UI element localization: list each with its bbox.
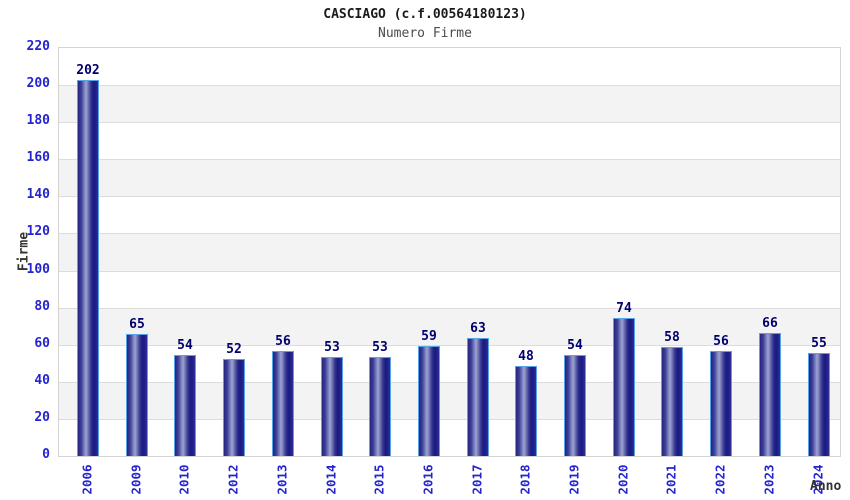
- plot-band: [59, 122, 840, 159]
- y-tick-label: 160: [26, 150, 50, 166]
- chart-subtitle: Numero Firme: [378, 26, 472, 41]
- x-tick-label-2022: 2022: [712, 464, 728, 495]
- y-tick-label: 140: [26, 187, 50, 203]
- bar-2019: [564, 355, 586, 456]
- gridline: [59, 122, 840, 123]
- bar-2023: [759, 333, 781, 456]
- bar-value-label: 58: [664, 330, 680, 345]
- x-tick-label-2013: 2013: [274, 464, 290, 495]
- x-tick-label-2017: 2017: [469, 464, 485, 495]
- chart-title: CASCIAGO (c.f.00564180123): [323, 7, 527, 22]
- y-axis-title: Firme: [16, 231, 32, 272]
- x-tick-label-2012: 2012: [225, 464, 241, 495]
- y-tick-label: 120: [26, 224, 50, 240]
- bar-2018: [515, 366, 537, 456]
- x-tick-label-2010: 2010: [176, 464, 192, 495]
- gridline: [59, 382, 840, 383]
- plot-band: [59, 307, 840, 345]
- y-tick-label: 80: [34, 298, 50, 314]
- plot-band: [59, 85, 840, 123]
- y-tick-label: 220: [26, 39, 50, 54]
- plot-band: [59, 233, 840, 271]
- y-tick-label: 40: [34, 372, 50, 388]
- x-tick-label-2020: 2020: [615, 464, 631, 495]
- plot-band: [59, 271, 840, 308]
- bar-value-label: 56: [713, 334, 729, 349]
- plot-band: [59, 196, 840, 233]
- gridline: [59, 196, 840, 197]
- bar-value-label: 66: [762, 316, 778, 331]
- x-tick-label-2018: 2018: [517, 464, 533, 495]
- gridline: [59, 345, 840, 346]
- y-tick-label: 180: [26, 113, 50, 129]
- bar-2012: [223, 359, 245, 456]
- y-tick-label: 200: [26, 76, 50, 92]
- bar-2006: [77, 80, 99, 456]
- bar-2024: [808, 353, 830, 456]
- bar-2010: [174, 355, 196, 456]
- x-tick-label-2016: 2016: [420, 464, 436, 495]
- bar-value-label: 63: [470, 321, 486, 336]
- y-tick-label: 100: [26, 261, 50, 277]
- bar-2013: [272, 351, 294, 456]
- bar-value-label: 74: [616, 301, 632, 316]
- gridline: [59, 308, 840, 309]
- bar-value-label: 54: [567, 338, 583, 353]
- x-tick-label-2014: 2014: [323, 464, 339, 495]
- bar-value-label: 55: [811, 336, 827, 351]
- y-tick-label: 60: [34, 335, 50, 351]
- bar-2017: [467, 338, 489, 456]
- bar-2014: [321, 357, 343, 456]
- x-tick-label-2009: 2009: [128, 464, 144, 495]
- bar-2016: [418, 346, 440, 456]
- bar-value-label: 59: [421, 329, 437, 344]
- plot-band: [59, 48, 840, 85]
- gridline: [59, 419, 840, 420]
- gridline: [59, 271, 840, 272]
- gridline: [59, 85, 840, 86]
- bar-value-label: 56: [275, 334, 291, 349]
- bar-2022: [710, 351, 732, 456]
- x-tick-label-2021: 2021: [663, 464, 679, 495]
- gridline: [59, 233, 840, 234]
- bar-value-label: 48: [518, 349, 534, 364]
- y-tick-label: 20: [34, 409, 50, 425]
- y-tick-label: 0: [42, 447, 50, 462]
- gridline: [59, 159, 840, 160]
- x-tick-label-2006: 2006: [79, 464, 95, 495]
- x-axis-title: Anno: [810, 479, 842, 494]
- plot-band: [59, 159, 840, 197]
- bar-value-label: 65: [129, 317, 145, 332]
- bar-2015: [369, 357, 391, 456]
- bar-value-label: 202: [76, 63, 100, 78]
- bar-2009: [126, 334, 148, 456]
- bar-value-label: 54: [177, 338, 193, 353]
- x-tick-label-2015: 2015: [371, 464, 387, 495]
- x-tick-label-2023: 2023: [761, 464, 777, 495]
- bar-2020: [613, 318, 635, 456]
- bar-value-label: 53: [324, 340, 340, 355]
- plot-area: 202 65 54 52 56 53 53 59 63 48 54 74 58 56 66 55: [58, 47, 841, 457]
- x-tick-label-2019: 2019: [566, 464, 582, 495]
- bar-value-label: 53: [372, 340, 388, 355]
- bar-value-label: 52: [226, 342, 242, 357]
- bar-2021: [661, 347, 683, 456]
